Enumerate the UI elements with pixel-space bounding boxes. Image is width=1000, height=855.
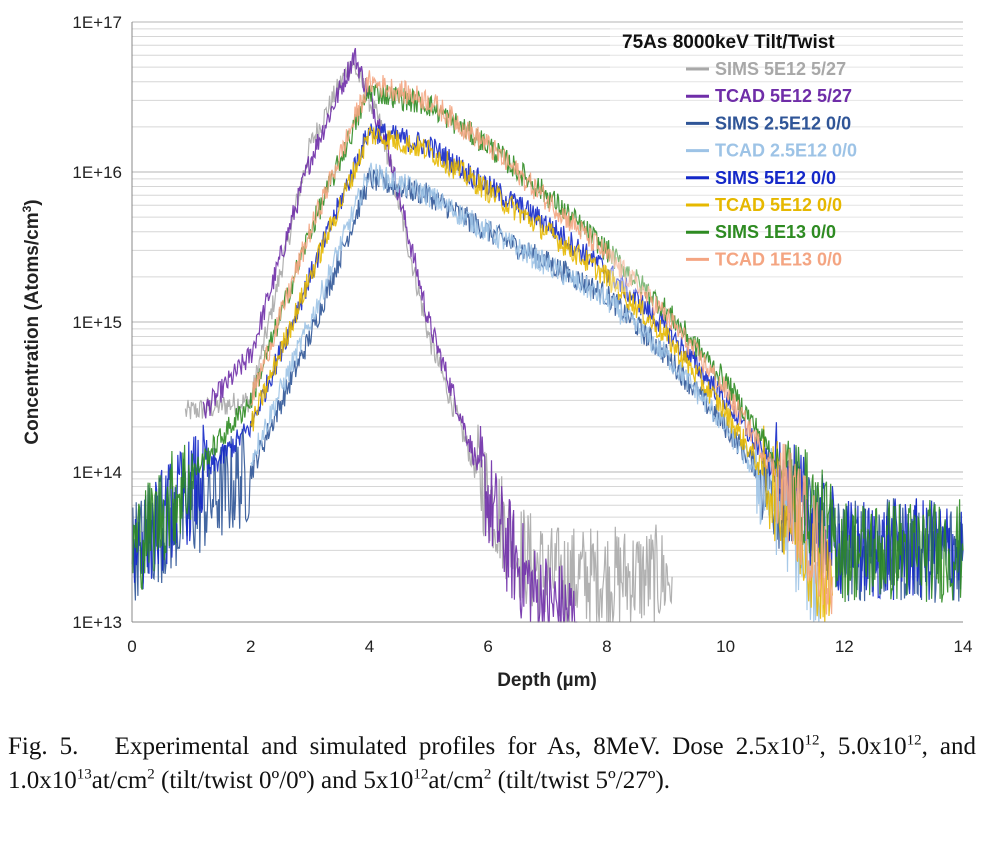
y-axis-title-main: Concentration (Atoms/cm — [22, 212, 43, 444]
caption-sup-3: 13 — [76, 766, 92, 783]
y-axis-title-end: ) — [22, 199, 43, 205]
legend-title: 75As 8000keV Tilt/Twist — [622, 32, 835, 53]
series-line-1 — [202, 47, 578, 623]
legend-label: SIMS 2.5E12 0/0 — [715, 113, 851, 133]
legend-label: TCAD 2.5E12 0/0 — [715, 141, 857, 161]
axes — [131, 22, 963, 623]
y-tick-label: 1E+16 — [72, 163, 122, 182]
caption-part-3: , and 1.0x10 — [8, 733, 977, 794]
caption-sup-4: 2 — [147, 766, 155, 783]
y-tick-labels: 1E+13 1E+14 1E+15 1E+16 1E+17 — [72, 13, 122, 632]
caption-part-2: , 5.0x10 — [819, 733, 907, 760]
series-line-5 — [250, 126, 833, 623]
legend-label: SIMS 1E13 0/0 — [715, 222, 836, 242]
caption-sup-2: 12 — [906, 732, 922, 749]
y-tick-label: 1E+14 — [72, 463, 122, 482]
caption-part-6: at/cm — [428, 767, 484, 794]
series-layer — [131, 47, 964, 623]
caption-sup-5: 12 — [413, 766, 429, 783]
caption-part-5: (tilt/twist 0º/0º) and 5x10 — [154, 767, 414, 794]
y-tick-label: 1E+15 — [72, 313, 122, 332]
x-tick-label: 14 — [954, 637, 973, 656]
series-line-7 — [250, 70, 833, 615]
y-tick-label: 1E+13 — [72, 613, 122, 632]
doping-profile-chart: 0 2 4 6 8 10 12 14 1E+13 1E+14 1E+15 1E+16 1E+17 De… — [20, 13, 972, 691]
caption-sup-1: 12 — [804, 732, 820, 749]
series-line-0 — [184, 59, 673, 623]
x-tick-label: 4 — [365, 637, 374, 656]
legend-label: SIMS 5E12 5/27 — [715, 59, 846, 79]
legend-label: TCAD 5E12 5/27 — [715, 86, 852, 106]
x-tick-label: 6 — [483, 637, 492, 656]
legend-label: SIMS 5E12 0/0 — [715, 168, 836, 188]
legend: SIMS 5E12 5/27 TCAD 5E12 5/27 SIMS 2.5E12 … — [686, 59, 857, 269]
legend-background — [610, 24, 910, 292]
caption-part-1: Fig. 5. Experimental and simulated profi… — [8, 733, 805, 760]
x-tick-label: 10 — [716, 637, 735, 656]
y-axis-title: Concentration (Atoms/cm3) — [20, 199, 43, 444]
x-tick-label: 12 — [835, 637, 854, 656]
series-line-3 — [250, 162, 822, 623]
caption-sup-6: 2 — [483, 766, 492, 783]
x-axis-title: Depth (µm) — [497, 670, 597, 691]
y-axis-title-sup: 3 — [20, 205, 34, 212]
caption-part-4: at/cm — [91, 767, 148, 794]
x-tick-labels: 0 2 4 6 8 10 12 14 — [127, 637, 972, 656]
figure-caption: Fig. 5. Experimental and simulated profi… — [8, 730, 976, 798]
x-tick-label: 8 — [602, 637, 611, 656]
legend-label: TCAD 1E13 0/0 — [715, 249, 842, 269]
x-tick-label: 0 — [127, 637, 136, 656]
series-line-6 — [131, 83, 964, 603]
y-tick-label: 1E+17 — [72, 13, 122, 32]
x-tick-label: 2 — [246, 637, 255, 656]
caption-part-7: (tilt/twist 5º/27º). — [491, 767, 671, 794]
legend-label: TCAD 5E12 0/0 — [715, 195, 842, 215]
